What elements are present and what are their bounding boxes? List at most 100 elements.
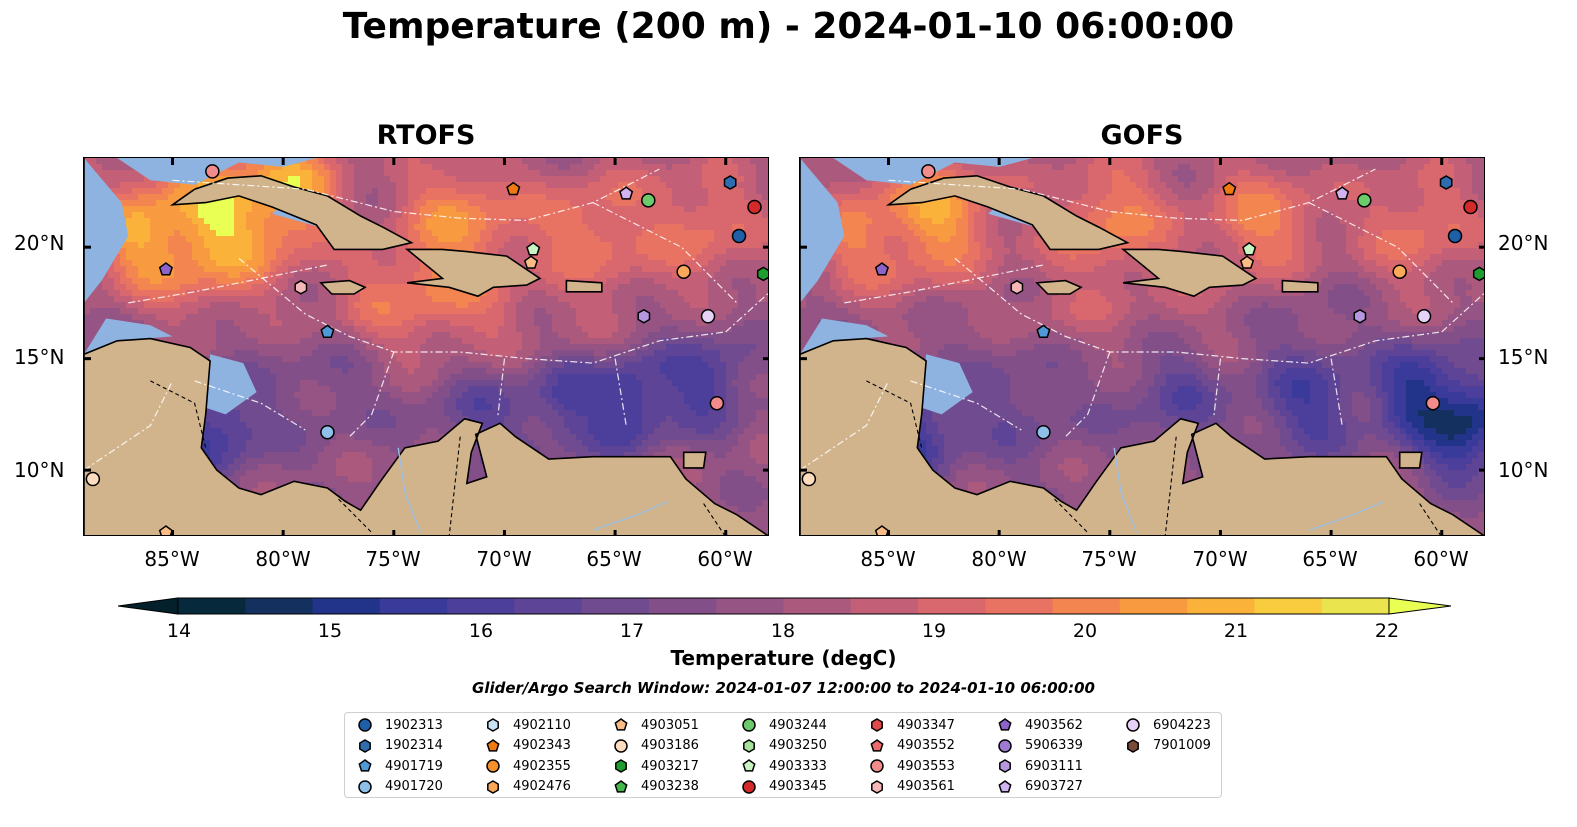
legend-marker [1126,718,1140,732]
legend-label: 5906339 [1025,738,1083,753]
float-marker [723,175,737,190]
lon-label-65w-rtofs: 65°W [586,547,642,571]
float-marker [641,193,656,208]
legend-label: 4902343 [513,738,571,753]
rivers [1113,447,1385,533]
legend-entry: 4903552 [869,736,955,756]
legend-marker-icon [487,779,499,794]
map-panel-gofs[interactable] [799,157,1485,536]
colorbar-under-extend [117,597,179,615]
legend-marker-icon [742,779,756,794]
legend-marker [615,759,627,773]
colorbar-tick: 16 [468,620,494,642]
float-marker [921,164,936,179]
legend-entry: 4903238 [613,777,699,797]
colorbar-bin [1119,598,1188,614]
legend-entry: 4903333 [741,756,827,776]
float-marker [1036,324,1051,338]
float-marker [1425,395,1441,411]
float-marker [1242,241,1257,256]
legend-entry: 4903347 [869,715,955,735]
legend-marker-icon [999,759,1011,773]
map-panel-rtofs[interactable] [83,157,769,536]
legend-marker-icon [871,718,883,732]
legend-entry: 6904223 [1125,715,1211,735]
legend-label: 1902313 [385,717,443,733]
colorbar-bin [1254,598,1323,614]
legend-marker [998,738,1012,753]
colorbar-bin [648,598,717,614]
colorbar-bin [379,598,448,614]
legend-marker-icon [614,718,628,731]
legend-marker-icon [998,779,1012,793]
legend-label: 4903553 [897,758,955,774]
legend-label: 4903051 [641,717,699,733]
legend-marker-icon [614,779,628,793]
legend-marker [998,779,1012,793]
legend-label: 4902476 [513,779,571,794]
float-markers [801,164,1484,535]
legend-entry: 4903553 [869,756,955,776]
legend-marker [998,718,1012,731]
lon-label-65w-gofs: 65°W [1302,547,1358,571]
panel-title-rtofs: RTOFS [376,120,476,151]
lon-label-70w-gofs: 70°W [1192,547,1248,571]
legend-marker [486,738,500,752]
legend-marker-icon [358,759,372,772]
lat-label-20n-right: 20°N [1498,231,1549,255]
legend-label: 4902355 [513,758,571,774]
lon-label-85w-gofs: 85°W [860,547,916,571]
colorbar-bin [1321,598,1390,614]
colorbar-bin [850,598,919,614]
colorbar-bin [985,598,1054,614]
colorbar-bin [245,598,314,614]
colorbar-bin [1052,598,1121,614]
float-marker [637,308,651,324]
legend-marker [999,759,1011,773]
legend-marker [743,738,755,753]
float-markers [85,164,768,535]
legend-entry: 4903217 [613,756,699,776]
legend-marker-icon [998,718,1012,731]
legend-marker-icon [742,718,756,732]
float-marker [1416,309,1432,324]
legend-marker [614,738,628,753]
float-marker [1392,264,1407,279]
lat-label-15n-left: 15°N [14,345,65,369]
colorbar-bin [178,598,246,614]
legend-marker-icon [358,779,372,794]
float-marker [874,525,889,535]
float-marker [731,228,747,244]
colorbar-tick: 15 [317,620,343,642]
float-marker [801,471,817,487]
colorbar-bin [447,598,515,614]
colorbar-bin [514,598,583,614]
legend-marker [871,718,883,732]
lon-label-85w-rtofs: 85°W [144,547,200,571]
legend-marker-icon [614,738,628,753]
rivers [397,447,669,533]
legend-marker-icon [1127,738,1139,753]
legend-label: 6903111 [1025,758,1083,774]
legend-label: 1902314 [385,738,443,753]
legend-marker-icon [487,718,499,732]
legend-marker-icon [486,738,500,752]
lon-label-60w-rtofs: 60°W [697,547,753,571]
axis-ticks [800,158,1484,535]
colorbar-outline [177,597,1390,615]
float-marker [205,164,220,179]
legend-marker [871,779,883,794]
legend-marker-icon [615,759,627,773]
float-marker [158,262,173,276]
legend-label: 4903345 [769,779,827,794]
float-marker [756,266,768,282]
legend-marker-icon [742,759,756,772]
legend-marker [742,718,756,732]
colorbar-over-extend [1388,597,1452,615]
figure-title: Temperature (200 m) - 2024-01-10 06:00:0… [342,6,1235,47]
colorbar-label: Temperature (degC) [670,646,897,670]
float-marker [506,181,521,196]
legend-entry: 4903250 [741,736,827,756]
legend-label: 4903552 [897,738,955,753]
lon-label-80w-gofs: 80°W [971,547,1027,571]
